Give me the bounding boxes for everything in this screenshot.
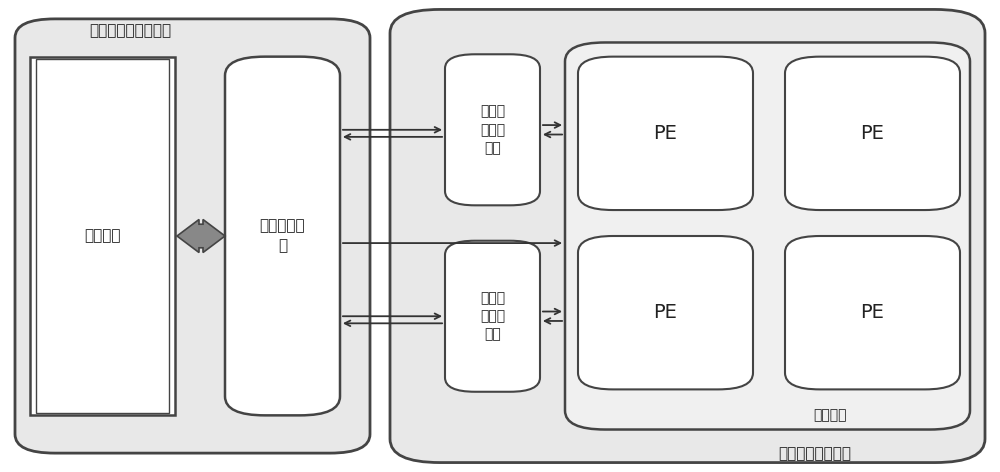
Text: PE: PE	[654, 124, 677, 143]
Text: 左旋转
角计算
单元: 左旋转 角计算 单元	[480, 104, 505, 155]
Text: 脉冲阵列: 脉冲阵列	[813, 408, 847, 422]
FancyBboxPatch shape	[225, 57, 340, 415]
Polygon shape	[177, 219, 225, 253]
Text: PE: PE	[861, 124, 884, 143]
FancyBboxPatch shape	[15, 19, 370, 453]
Text: 右旋转
角计算
单元: 右旋转 角计算 单元	[480, 291, 505, 342]
FancyBboxPatch shape	[785, 57, 960, 210]
FancyBboxPatch shape	[785, 236, 960, 389]
FancyBboxPatch shape	[578, 236, 753, 389]
Text: 数据存储及控制模块: 数据存储及控制模块	[89, 23, 171, 38]
FancyBboxPatch shape	[390, 9, 985, 463]
FancyBboxPatch shape	[578, 57, 753, 210]
FancyBboxPatch shape	[565, 42, 970, 430]
Text: 逻辑控制单
元: 逻辑控制单 元	[260, 219, 305, 253]
Bar	[36, 59, 169, 413]
FancyBboxPatch shape	[445, 54, 540, 205]
Text: 迭代脉动阵列模块: 迭代脉动阵列模块	[778, 447, 852, 462]
Text: PE: PE	[861, 303, 884, 322]
FancyBboxPatch shape	[445, 241, 540, 392]
Text: 寄存器组: 寄存器组	[84, 228, 121, 244]
Bar	[30, 57, 175, 415]
Text: PE: PE	[654, 303, 677, 322]
